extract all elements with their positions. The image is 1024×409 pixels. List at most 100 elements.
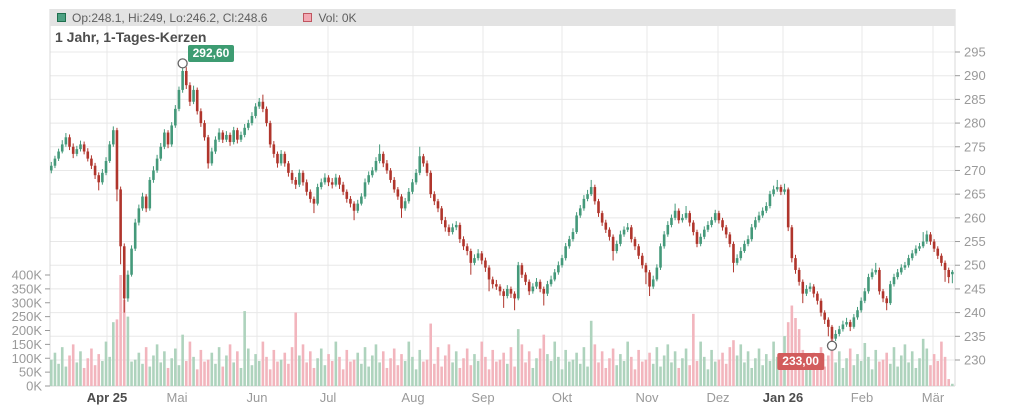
- candle[interactable]: [261, 94, 265, 113]
- volume-bar[interactable]: [943, 356, 947, 386]
- candle[interactable]: [502, 288, 505, 308]
- volume-bar[interactable]: [283, 352, 287, 386]
- candle[interactable]: [443, 216, 447, 232]
- volume-bar[interactable]: [568, 361, 571, 386]
- candle[interactable]: [885, 296, 888, 311]
- volume-bar[interactable]: [454, 351, 458, 386]
- volume-bar[interactable]: [152, 355, 155, 386]
- candle[interactable]: [298, 169, 301, 188]
- candle[interactable]: [516, 261, 520, 301]
- candle[interactable]: [823, 310, 826, 324]
- candle[interactable]: [666, 221, 670, 237]
- volume-bar[interactable]: [363, 347, 367, 386]
- volume-bar[interactable]: [319, 348, 323, 386]
- candle[interactable]: [801, 279, 805, 304]
- candle[interactable]: [754, 216, 757, 230]
- volume-bar[interactable]: [465, 348, 469, 386]
- candle[interactable]: [250, 112, 254, 126]
- volume-bar[interactable]: [794, 318, 797, 386]
- candle[interactable]: [808, 282, 812, 292]
- volume-bar[interactable]: [210, 352, 214, 386]
- candle[interactable]: [403, 197, 407, 211]
- volume-bar[interactable]: [411, 356, 414, 386]
- candle[interactable]: [309, 189, 312, 203]
- candle[interactable]: [425, 160, 429, 177]
- volume-bar[interactable]: [192, 356, 195, 386]
- volume-bar[interactable]: [75, 362, 79, 386]
- candle[interactable]: [152, 166, 155, 183]
- volume-bar[interactable]: [225, 355, 228, 386]
- volume-bar[interactable]: [389, 358, 392, 386]
- candle[interactable]: [509, 286, 513, 298]
- volume-bar[interactable]: [112, 322, 115, 386]
- volume-bar[interactable]: [141, 363, 144, 386]
- volume-bar[interactable]: [443, 355, 447, 386]
- volume-bar[interactable]: [425, 359, 429, 386]
- candle[interactable]: [484, 257, 487, 272]
- candle[interactable]: [932, 239, 936, 252]
- candle[interactable]: [360, 193, 363, 206]
- volume-bar[interactable]: [330, 361, 334, 386]
- candle[interactable]: [166, 130, 170, 149]
- volume-bar[interactable]: [520, 344, 524, 386]
- volume-bar[interactable]: [779, 369, 783, 386]
- volume-bar[interactable]: [184, 361, 188, 386]
- candle[interactable]: [732, 241, 735, 273]
- volume-bar[interactable]: [593, 344, 597, 386]
- candle[interactable]: [199, 108, 203, 127]
- candle[interactable]: [524, 272, 527, 286]
- volume-bar[interactable]: [662, 355, 666, 386]
- volume-bar[interactable]: [101, 361, 104, 386]
- volume-bar[interactable]: [564, 349, 567, 386]
- candle[interactable]: [604, 219, 608, 234]
- candle[interactable]: [283, 151, 287, 167]
- volume-bar[interactable]: [429, 323, 432, 386]
- candle[interactable]: [90, 155, 93, 170]
- volume-bar[interactable]: [823, 366, 826, 386]
- candle[interactable]: [816, 291, 819, 305]
- candle[interactable]: [640, 252, 644, 269]
- volume-bar[interactable]: [495, 361, 498, 386]
- volume-bar[interactable]: [290, 347, 294, 386]
- candle[interactable]: [498, 284, 502, 296]
- volume-bar[interactable]: [491, 349, 495, 386]
- candle[interactable]: [294, 177, 298, 189]
- volume-bar[interactable]: [509, 347, 513, 386]
- volume-bar[interactable]: [644, 359, 648, 386]
- candle[interactable]: [385, 160, 389, 174]
- candle[interactable]: [557, 261, 560, 275]
- candle[interactable]: [783, 183, 786, 195]
- volume-bar[interactable]: [403, 361, 407, 386]
- volume-bar[interactable]: [655, 347, 659, 386]
- volume-bar[interactable]: [666, 344, 670, 386]
- volume-bar[interactable]: [951, 383, 954, 386]
- candle[interactable]: [104, 157, 108, 176]
- candle[interactable]: [852, 314, 856, 329]
- candle[interactable]: [316, 183, 319, 206]
- volume-bar[interactable]: [750, 367, 754, 386]
- candle[interactable]: [608, 227, 611, 241]
- candle[interactable]: [743, 240, 746, 253]
- volume-bar[interactable]: [484, 356, 487, 386]
- volume-bar[interactable]: [287, 363, 290, 386]
- candle[interactable]: [101, 169, 104, 185]
- volume-bar[interactable]: [79, 351, 82, 386]
- volume-bar[interactable]: [732, 340, 735, 386]
- candle[interactable]: [564, 242, 567, 261]
- volume-bar[interactable]: [414, 369, 418, 386]
- volume-bar[interactable]: [360, 363, 363, 386]
- volume-bar[interactable]: [538, 348, 542, 386]
- candle[interactable]: [257, 97, 261, 109]
- volume-bar[interactable]: [546, 354, 549, 386]
- candle[interactable]: [115, 127, 119, 202]
- candle[interactable]: [433, 191, 436, 206]
- candle[interactable]: [290, 169, 294, 184]
- volume-bar[interactable]: [396, 365, 400, 386]
- volume-bar[interactable]: [557, 356, 560, 386]
- volume-bar[interactable]: [516, 329, 520, 386]
- volume-bar[interactable]: [418, 349, 422, 386]
- candle[interactable]: [203, 120, 206, 141]
- candle[interactable]: [575, 212, 578, 234]
- volume-bar[interactable]: [97, 354, 101, 386]
- candle[interactable]: [480, 251, 484, 265]
